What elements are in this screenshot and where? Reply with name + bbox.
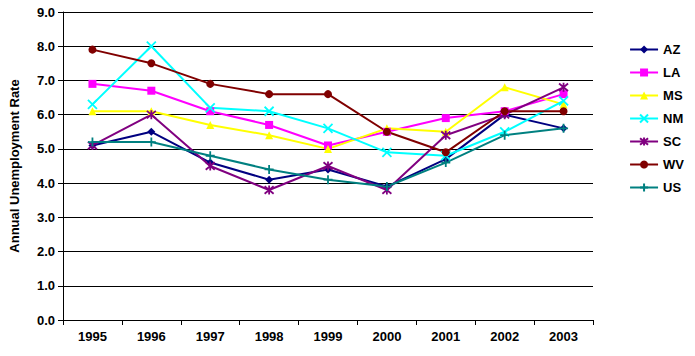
svg-text:3.0: 3.0 [37,210,55,225]
svg-text:WV: WV [663,157,684,172]
svg-text:US: US [663,180,681,195]
svg-text:1995: 1995 [78,329,107,344]
svg-text:MS: MS [663,88,683,103]
svg-text:NM: NM [663,111,683,126]
svg-text:2001: 2001 [431,329,460,344]
svg-text:9.0: 9.0 [37,5,55,20]
svg-text:2002: 2002 [490,329,519,344]
svg-text:8.0: 8.0 [37,39,55,54]
svg-text:6.0: 6.0 [37,107,55,122]
svg-text:SC: SC [663,134,682,149]
svg-text:1999: 1999 [314,329,343,344]
svg-text:2000: 2000 [372,329,401,344]
svg-text:1997: 1997 [196,329,225,344]
svg-text:2.0: 2.0 [37,244,55,259]
svg-text:Annual Unemployment Rate: Annual Unemployment Rate [7,79,22,252]
svg-text:2003: 2003 [549,329,578,344]
svg-text:5.0: 5.0 [37,141,55,156]
svg-text:7.0: 7.0 [37,73,55,88]
svg-text:AZ: AZ [663,42,680,57]
svg-text:4.0: 4.0 [37,176,55,191]
svg-text:1996: 1996 [137,329,166,344]
svg-text:LA: LA [663,65,681,80]
svg-text:1.0: 1.0 [37,278,55,293]
svg-text:0.0: 0.0 [37,313,55,328]
svg-text:1998: 1998 [255,329,284,344]
